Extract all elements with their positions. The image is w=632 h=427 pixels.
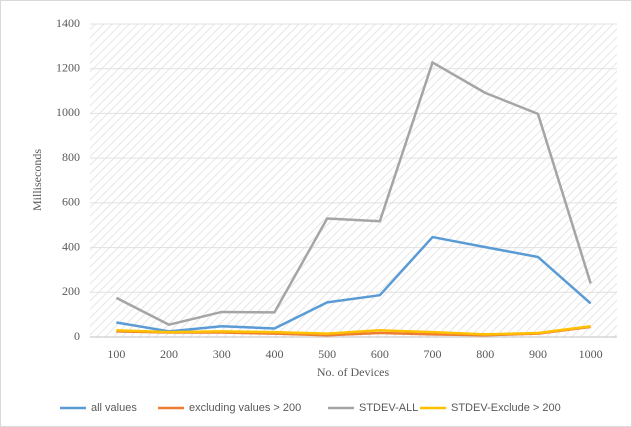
x-tick-label: 400 (265, 347, 283, 361)
y-tick-label: 1400 (56, 16, 80, 30)
y-tick-label: 800 (62, 150, 80, 164)
x-tick-label: 700 (424, 347, 442, 361)
y-tick-label: 600 (62, 195, 80, 209)
y-tick-label: 0 (74, 329, 80, 343)
x-tick-label: 1000 (579, 347, 603, 361)
y-tick-label: 1200 (56, 60, 80, 74)
series-line (116, 325, 591, 336)
x-tick-label: 800 (476, 347, 494, 361)
series-line (115, 61, 592, 326)
x-tick-label: 600 (371, 347, 389, 361)
x-tick-label: 200 (160, 347, 178, 361)
y-tick-label: 200 (62, 284, 80, 298)
x-tick-label: 500 (318, 347, 336, 361)
legend-label: STDEV-Exclude > 200 (451, 402, 561, 414)
legend-label: STDEV-ALL (359, 402, 418, 414)
plot-area (90, 24, 617, 337)
y-tick-label: 1000 (56, 105, 80, 119)
series-line (116, 235, 592, 333)
legend-label: excluding values > 200 (189, 402, 301, 414)
x-axis-title: No. of Devices (317, 365, 390, 379)
x-tick-label: 900 (529, 347, 547, 361)
x-tick-label: 300 (213, 347, 231, 361)
legend-label: all values (91, 402, 137, 414)
y-axis-title: Milliseconds (30, 149, 44, 211)
y-tick-label: 400 (62, 239, 80, 253)
x-tick-label: 100 (107, 347, 125, 361)
